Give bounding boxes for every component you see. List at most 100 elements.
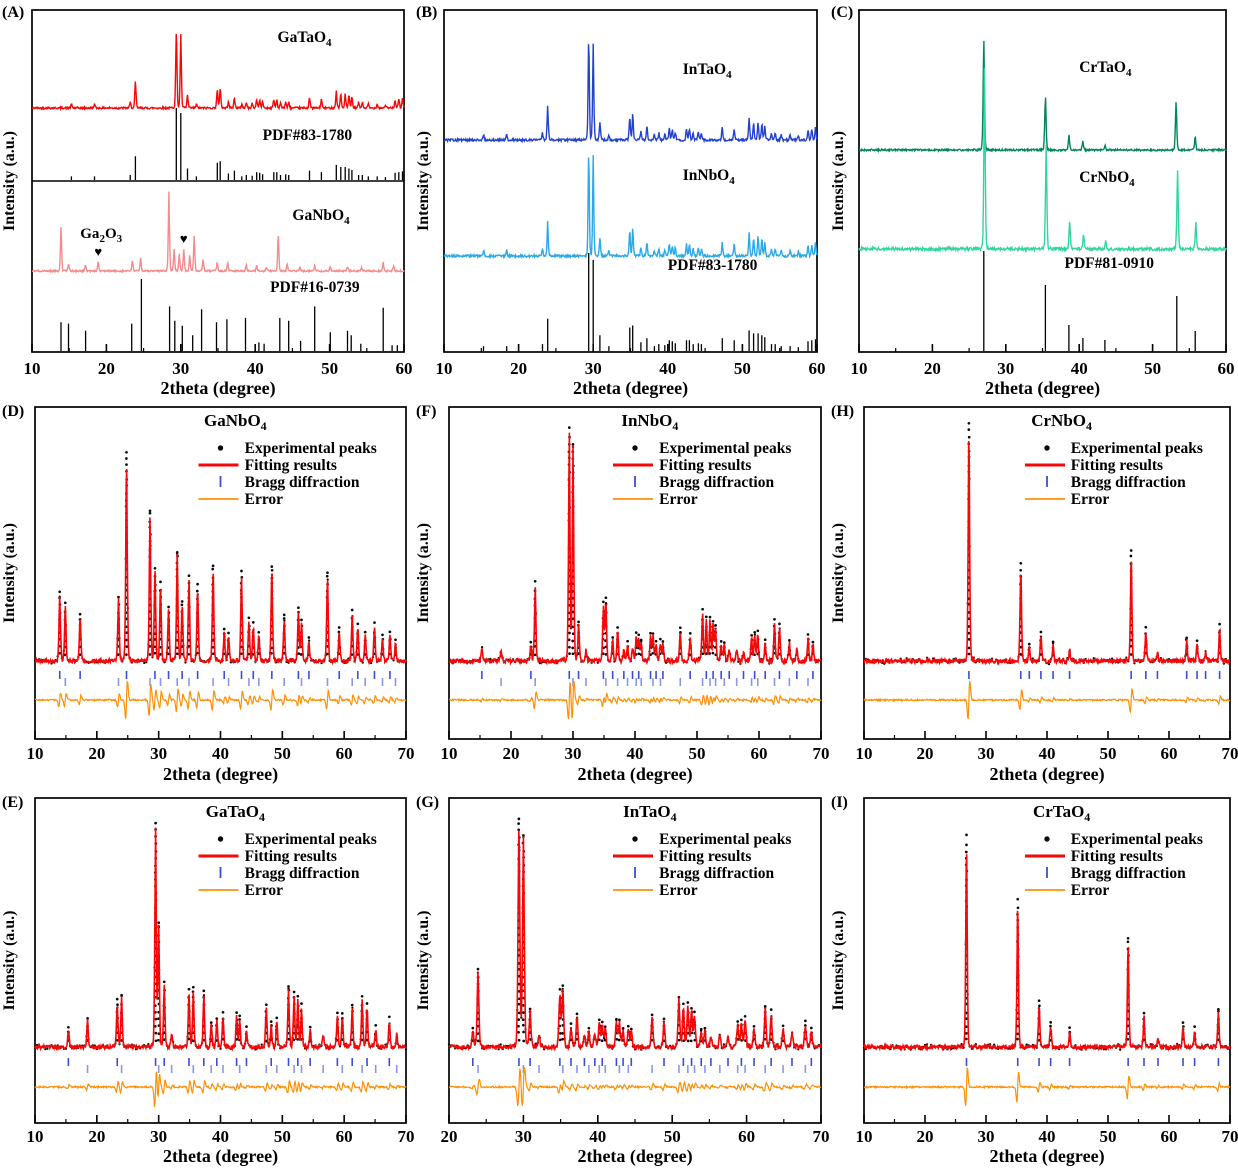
- x-tick-label: 30: [150, 1127, 167, 1146]
- legend-label: Error: [659, 491, 698, 508]
- legend-label: Fitting results: [659, 848, 751, 865]
- x-axis-title: 2theta (degree): [163, 764, 278, 785]
- y-axis-title: Intensity (a.u.): [830, 131, 847, 231]
- trace-PDF#83-1780: [482, 253, 817, 351]
- y-axis-title: Intensity (a.u.): [415, 131, 432, 231]
- legend-dot-symbol: [1044, 445, 1050, 451]
- x-tick-label: 40: [659, 359, 676, 378]
- panel-letter-e: (E): [2, 794, 24, 811]
- panel-a: (A) 10 20 30 40 50 60 2theta (degree) Intensity…: [0, 0, 414, 399]
- fitting-curve: [448, 432, 822, 666]
- trace-CrTaO4: [858, 40, 1227, 154]
- impurity-heart-marker: ♥: [94, 244, 102, 259]
- y-axis-title: Intensity (a.u.): [1, 523, 18, 623]
- legend-label: Bragg diffraction: [1071, 474, 1186, 491]
- legend-label: Experimental peaks: [659, 440, 791, 457]
- x-tick-label: 30: [565, 744, 582, 763]
- x-axis: 10 20 30 40 50 60 70 2theta (degree): [27, 731, 415, 785]
- x-tick-label: 40: [589, 1127, 606, 1146]
- x-tick-label: 20: [510, 359, 527, 378]
- x-tick-label: 50: [689, 744, 706, 763]
- legend-label: Error: [659, 882, 698, 899]
- x-tick-label: 30: [585, 359, 602, 378]
- plot-frame: [443, 9, 818, 353]
- panel-h: (H) 10 20 30 40 50 60 70 2theta (degree) Intensi…: [829, 399, 1238, 790]
- error-curve: [35, 679, 407, 719]
- legend-dot-symbol: [217, 445, 224, 451]
- legend-label: Error: [245, 491, 284, 508]
- legend-label: Fitting results: [659, 457, 751, 474]
- trace-InTaO4: [444, 43, 818, 144]
- panel-g: (G) 20 30 40 50 60 70 2theta (degree) Intensity…: [414, 790, 829, 1169]
- x-tick-label: 60: [1218, 359, 1235, 378]
- trace-GaNbO4: [31, 191, 405, 274]
- x-tick-label: 60: [809, 359, 826, 378]
- x-tick-label: 40: [1039, 1127, 1056, 1146]
- trace-label: PDF#16-0739: [270, 279, 360, 296]
- trace-CrNbO4: [858, 67, 1227, 254]
- x-tick-label: 50: [1100, 1127, 1117, 1146]
- x-tick-label: 70: [398, 744, 415, 763]
- x-tick-label: 70: [398, 1127, 415, 1146]
- legend-label: Bragg diffraction: [245, 474, 360, 491]
- legend-label: Bragg diffraction: [659, 865, 774, 882]
- x-axis-title: 2theta (degree): [160, 378, 275, 399]
- legend-label: Error: [1071, 882, 1110, 899]
- trace-PDF#83-1780: [70, 108, 404, 180]
- x-tick-label: 50: [1144, 359, 1161, 378]
- x-axis-title: 2theta (degree): [577, 1146, 692, 1167]
- x-tick-label: 20: [441, 1127, 458, 1146]
- legend-label: Fitting results: [245, 457, 337, 474]
- x-tick-label: 20: [924, 359, 941, 378]
- x-axis: 10 20 30 40 50 60 2theta (degree): [24, 344, 413, 399]
- x-axis-title: 2theta (degree): [989, 1146, 1104, 1167]
- error-curve: [448, 1067, 822, 1107]
- experimental-peaks-dots: [862, 421, 1232, 666]
- x-tick-label: 60: [336, 744, 353, 763]
- y-axis-title: Intensity (a.u.): [415, 523, 432, 623]
- panel-f: (F) 10 20 30 40 50 60 70 2theta (degree) Intensi…: [414, 399, 829, 790]
- panel-title: InNbO4: [621, 411, 678, 433]
- trace-label: GaTaO4: [278, 29, 333, 49]
- trace-PDF#16-0739: [60, 279, 398, 351]
- panel-title: InTaO4: [623, 802, 677, 824]
- legend-dot-symbol: [632, 836, 638, 842]
- experimental-peaks-dots: [447, 426, 823, 665]
- x-tick-label: 30: [978, 1127, 995, 1146]
- panel-e-chart: 10 20 30 40 50 60 70 2theta (degree) Intensity (…: [1, 797, 415, 1167]
- x-tick-label: 30: [515, 1127, 532, 1146]
- panel-letter-f: (F): [416, 403, 437, 420]
- x-tick-label: 10: [27, 1127, 44, 1146]
- panel-title: CrTaO4: [1033, 802, 1090, 824]
- panel-letter-h: (H): [831, 403, 855, 420]
- x-tick-label: 10: [24, 359, 41, 378]
- x-tick-label: 50: [274, 744, 291, 763]
- bragg-ticks: [67, 1058, 398, 1073]
- panel-c: (C) 10 20 30 40 50 60 2theta (degree) Intensity…: [829, 0, 1238, 399]
- x-tick-label: 40: [212, 744, 229, 763]
- trace-label: PDF#83-1780: [668, 257, 758, 274]
- error-curve: [863, 1067, 1231, 1106]
- x-tick-label: 60: [1161, 744, 1178, 763]
- fitting-curve: [863, 440, 1231, 667]
- legend-label: Fitting results: [1071, 848, 1163, 865]
- panel-b-chart: 10 20 30 40 50 60 2theta (degree) Intensity (a.…: [415, 9, 826, 399]
- x-tick-label: 30: [150, 744, 167, 763]
- legend-label: Experimental peaks: [1071, 831, 1203, 848]
- x-tick-label: 40: [627, 744, 644, 763]
- x-tick-label: 20: [917, 744, 934, 763]
- panel-c-chart: 10 20 30 40 50 60 2theta (degree) Intensity (a.…: [830, 9, 1235, 399]
- x-tick-label: 10: [851, 359, 868, 378]
- bragg-ticks: [481, 671, 814, 686]
- plot-frame: [858, 9, 1227, 353]
- x-tick-label: 30: [997, 359, 1014, 378]
- panel-letter-c: (C): [831, 4, 854, 21]
- fitting-curve: [863, 854, 1231, 1052]
- panel-d: (D) 10 20 30 40 50 60 70 2theta (degree) Intensi…: [0, 399, 414, 790]
- x-tick-label: 60: [751, 744, 768, 763]
- fitting-curve: [34, 827, 407, 1052]
